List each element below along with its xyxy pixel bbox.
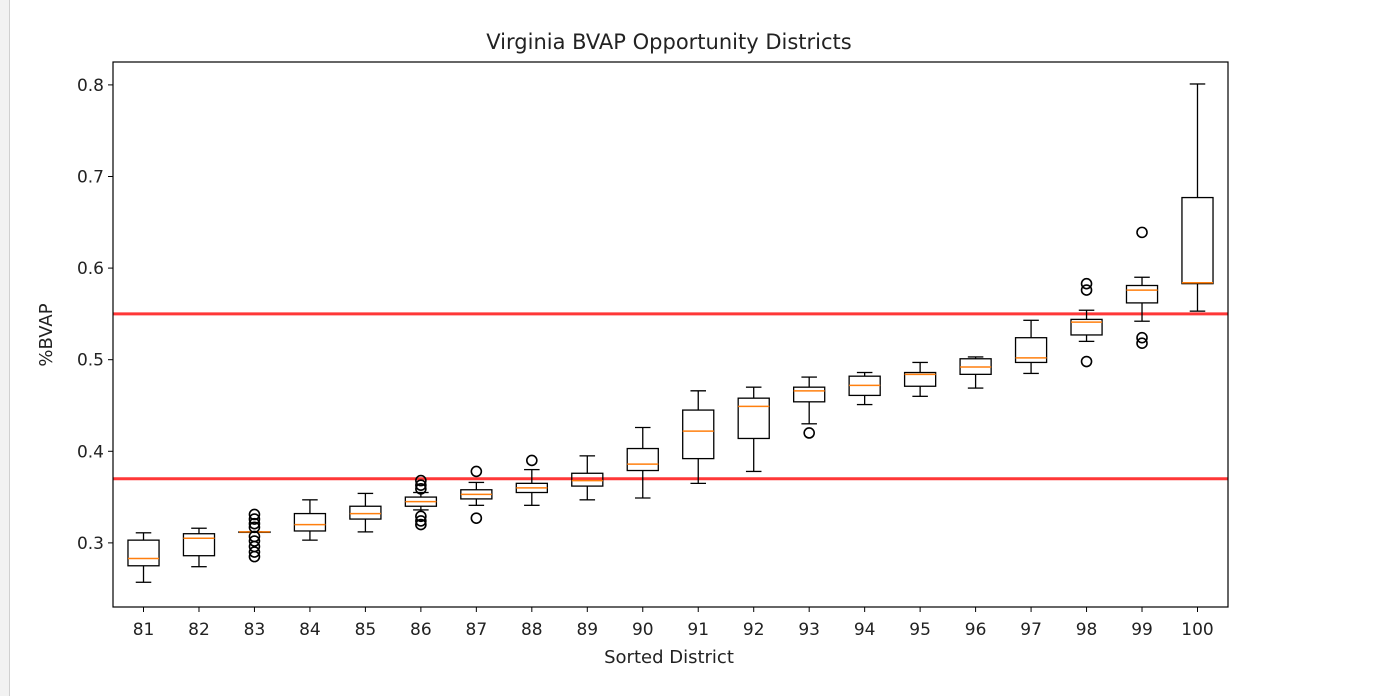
y-tick-label: 0.8 [77,76,104,96]
box-iqr [349,505,382,520]
box-district-85 [349,492,382,533]
box-iqr [1070,318,1103,336]
box-iqr [682,409,715,460]
outlier-point [415,518,427,531]
x-axis-label: Sorted District [604,647,734,668]
x-tick-label: 95 [909,620,931,640]
outlier-point [1136,226,1148,239]
box-district-96 [959,356,992,389]
box-iqr [903,371,937,387]
box-district-98 [1070,277,1103,368]
box-district-99 [1125,226,1159,350]
box-iqr [626,447,659,472]
box-district-91 [682,390,715,484]
y-tick-label: 0.5 [77,351,104,371]
x-tick-label: 89 [576,620,598,640]
outlier-point [415,474,427,487]
x-axis: 81 82 83 84 85 86 87 88 89 90 91 92 93 94 95 96 97 98 99 10… [133,607,1214,640]
x-tick-label: 88 [521,620,543,640]
outlier-point [470,465,483,478]
y-axis: 0.3 0.4 0.5 0.6 0.7 0.8 [77,76,113,554]
box-district-88 [515,454,549,506]
outlier-point [248,508,261,521]
box-district-93 [792,376,826,439]
x-tick-label: 81 [133,620,155,640]
box-district-97 [1014,319,1048,375]
x-tick-label: 94 [854,620,876,640]
chart-title: Virginia BVAP Opportunity Districts [486,30,851,54]
x-tick-label: 82 [188,620,210,640]
box-iqr [1014,337,1048,364]
box-iqr [737,397,770,440]
box-district-90 [626,426,659,499]
x-tick-label: 83 [244,620,266,640]
outlier-point [470,512,483,524]
outlier-point [248,535,261,547]
box-district-94 [848,371,881,406]
x-tick-label: 97 [1020,620,1042,640]
outlier-point [415,479,427,491]
plot-area [113,83,1228,583]
x-tick-label: 96 [965,620,987,640]
x-tick-label: 92 [743,620,765,640]
y-axis-label: %BVAP [36,303,57,366]
box-district-84 [293,499,327,541]
outlier-point [248,521,261,534]
box-iqr [293,512,327,532]
box-district-89 [571,455,604,501]
outlier-point [415,483,427,495]
x-tick-label: 90 [632,620,654,640]
box-district-95 [903,361,937,397]
x-tick-label: 99 [1131,620,1153,640]
outlier-point [1136,331,1148,344]
y-tick-label: 0.6 [77,259,104,279]
y-tick-label: 0.3 [77,534,104,554]
box-district-92 [737,386,770,473]
outlier-point [1080,355,1093,368]
x-tick-label: 84 [299,620,321,640]
outlier-point [415,515,427,527]
x-tick-label: 86 [410,620,432,640]
x-tick-label: 98 [1076,620,1098,640]
box-district-83 [238,508,271,563]
outlier-point [248,530,261,543]
box-district-82 [182,527,216,568]
box-district-86 [404,474,438,531]
outlier-point [248,517,261,530]
y-tick-label: 0.4 [77,442,104,462]
x-tick-label: 85 [355,620,377,640]
y-tick-label: 0.7 [77,167,104,187]
outlier-point [248,513,261,525]
outlier-point [526,454,538,467]
box-iqr [792,386,826,403]
outlier-point [415,510,427,523]
outlier-point [803,427,815,439]
x-tick-label: 93 [798,620,820,640]
outlier-point [1136,337,1148,350]
box-iqr [571,472,604,487]
box-iqr [182,533,216,557]
plot-frame [112,61,1229,608]
box-district-81 [127,532,160,583]
window-left-border [0,0,10,696]
x-tick-label: 91 [687,620,709,640]
outlier-point [248,546,261,558]
box-iqr [1125,284,1159,304]
box-iqr [1181,196,1214,285]
outlier-point [1080,277,1093,290]
box-iqr [127,539,160,567]
outlier-point [1080,284,1093,296]
x-tick-label: 87 [466,620,488,640]
box-district-87 [460,465,493,524]
x-tick-label: 100 [1181,620,1213,640]
box-district-100 [1181,83,1214,312]
